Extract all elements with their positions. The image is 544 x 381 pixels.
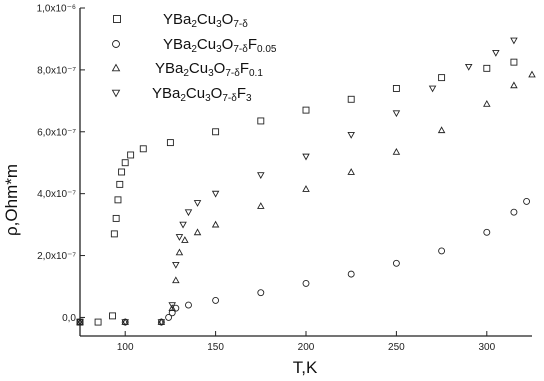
data-point [302, 106, 310, 114]
data-point [168, 309, 176, 317]
data-point [166, 139, 174, 147]
legend-label: YBa2Cu3O7-δF0.05 [163, 36, 277, 55]
data-point [347, 270, 355, 278]
data-point [437, 126, 446, 134]
data-point [302, 185, 310, 192]
data-point [523, 197, 531, 205]
x-axis-label: T,K [293, 358, 318, 377]
data-point [175, 248, 184, 256]
data-point [392, 259, 400, 267]
data-point [510, 58, 518, 66]
legend: YBa2Cu3O7-δ YBa2Cu3O7-δF0.05 YBa2Cu3O7-δF0… [111, 11, 277, 104]
legend-label: YBa2Cu3O7-δF0.1 [155, 60, 263, 79]
legend-label: YBa2Cu3O7-δ [163, 11, 248, 30]
y-tick-label: 0,0 [62, 313, 76, 324]
x-tick-label: 200 [298, 342, 315, 353]
data-point [112, 214, 120, 222]
data-point [212, 296, 220, 304]
ticks: 100 150 200 250 300 0,0 2,0x10⁻⁷ 4,0x10⁻⁷ 6,0x10… [37, 4, 496, 354]
y-tick-label: 1,0x10⁻⁶ [37, 4, 76, 15]
y-tick-label: 2,0x10⁻⁷ [37, 251, 76, 262]
data-point [121, 319, 129, 327]
data-point [168, 304, 176, 312]
data-point [116, 180, 124, 188]
data-point [257, 202, 265, 209]
series-2 [76, 197, 531, 326]
data-point [181, 236, 189, 243]
data-point [392, 85, 400, 92]
legend-item-1: YBa2Cu3O7-δ [113, 11, 248, 30]
data-point [184, 209, 193, 217]
data-point [510, 37, 518, 45]
y-tick-label: 8,0x10⁻⁷ [37, 65, 76, 76]
x-tick-label: 150 [207, 342, 224, 353]
data-point [121, 159, 129, 167]
data-point [438, 74, 446, 82]
series-layer [76, 37, 536, 327]
data-point [211, 190, 220, 198]
data-point [483, 228, 491, 236]
legend-item-3: YBa2Cu3O7-δF0.1 [111, 60, 263, 79]
series-1 [76, 58, 518, 326]
data-point [428, 85, 437, 93]
data-point [193, 200, 202, 207]
legend-marker [111, 89, 121, 98]
data-point [118, 168, 126, 176]
legend-marker [111, 63, 121, 72]
data-point [212, 128, 220, 136]
x-tick-label: 300 [478, 342, 495, 353]
data-point [76, 319, 84, 327]
data-point [109, 312, 116, 320]
legend-marker [113, 15, 121, 23]
data-point [392, 147, 401, 155]
data-point [172, 276, 180, 284]
data-point [510, 81, 518, 89]
data-point [257, 172, 265, 180]
data-point [114, 196, 122, 204]
y-tick-label: 4,0x10⁻⁷ [37, 189, 76, 200]
data-point [185, 301, 192, 309]
data-point [165, 313, 173, 321]
data-point [139, 145, 147, 153]
data-point [483, 99, 491, 107]
data-point [392, 110, 401, 118]
data-point [347, 95, 355, 103]
y-tick-label: 6,0x10⁻⁷ [37, 127, 76, 138]
series-4 [76, 37, 518, 327]
data-point [483, 64, 491, 72]
data-point [94, 318, 102, 326]
data-point [172, 304, 180, 312]
data-point [110, 230, 118, 238]
data-point [257, 289, 265, 297]
data-point [464, 63, 473, 71]
y-axis-label: ρ,Ohm*m [2, 164, 21, 236]
data-point [347, 168, 355, 175]
x-tick-label: 250 [388, 342, 405, 353]
data-point [510, 208, 518, 216]
data-point [211, 220, 220, 228]
data-point [157, 319, 166, 327]
legend-item-4: YBa2Cu3O7-δF3 [111, 85, 252, 104]
data-point [168, 302, 176, 309]
legend-marker [112, 40, 120, 48]
data-point [347, 132, 355, 139]
data-point [302, 153, 310, 161]
legend-label: YBa2Cu3O7-δF3 [152, 85, 252, 104]
x-tick-label: 100 [117, 342, 134, 353]
data-point [528, 70, 536, 78]
data-point [193, 228, 202, 236]
data-point [438, 247, 446, 255]
data-point [179, 221, 187, 229]
legend-item-2: YBa2Cu3O7-δF0.05 [112, 36, 277, 55]
data-point [492, 50, 500, 57]
data-point [172, 261, 180, 269]
data-point [175, 234, 184, 241]
data-point [127, 151, 135, 159]
data-point [302, 279, 310, 287]
data-point [257, 117, 265, 125]
